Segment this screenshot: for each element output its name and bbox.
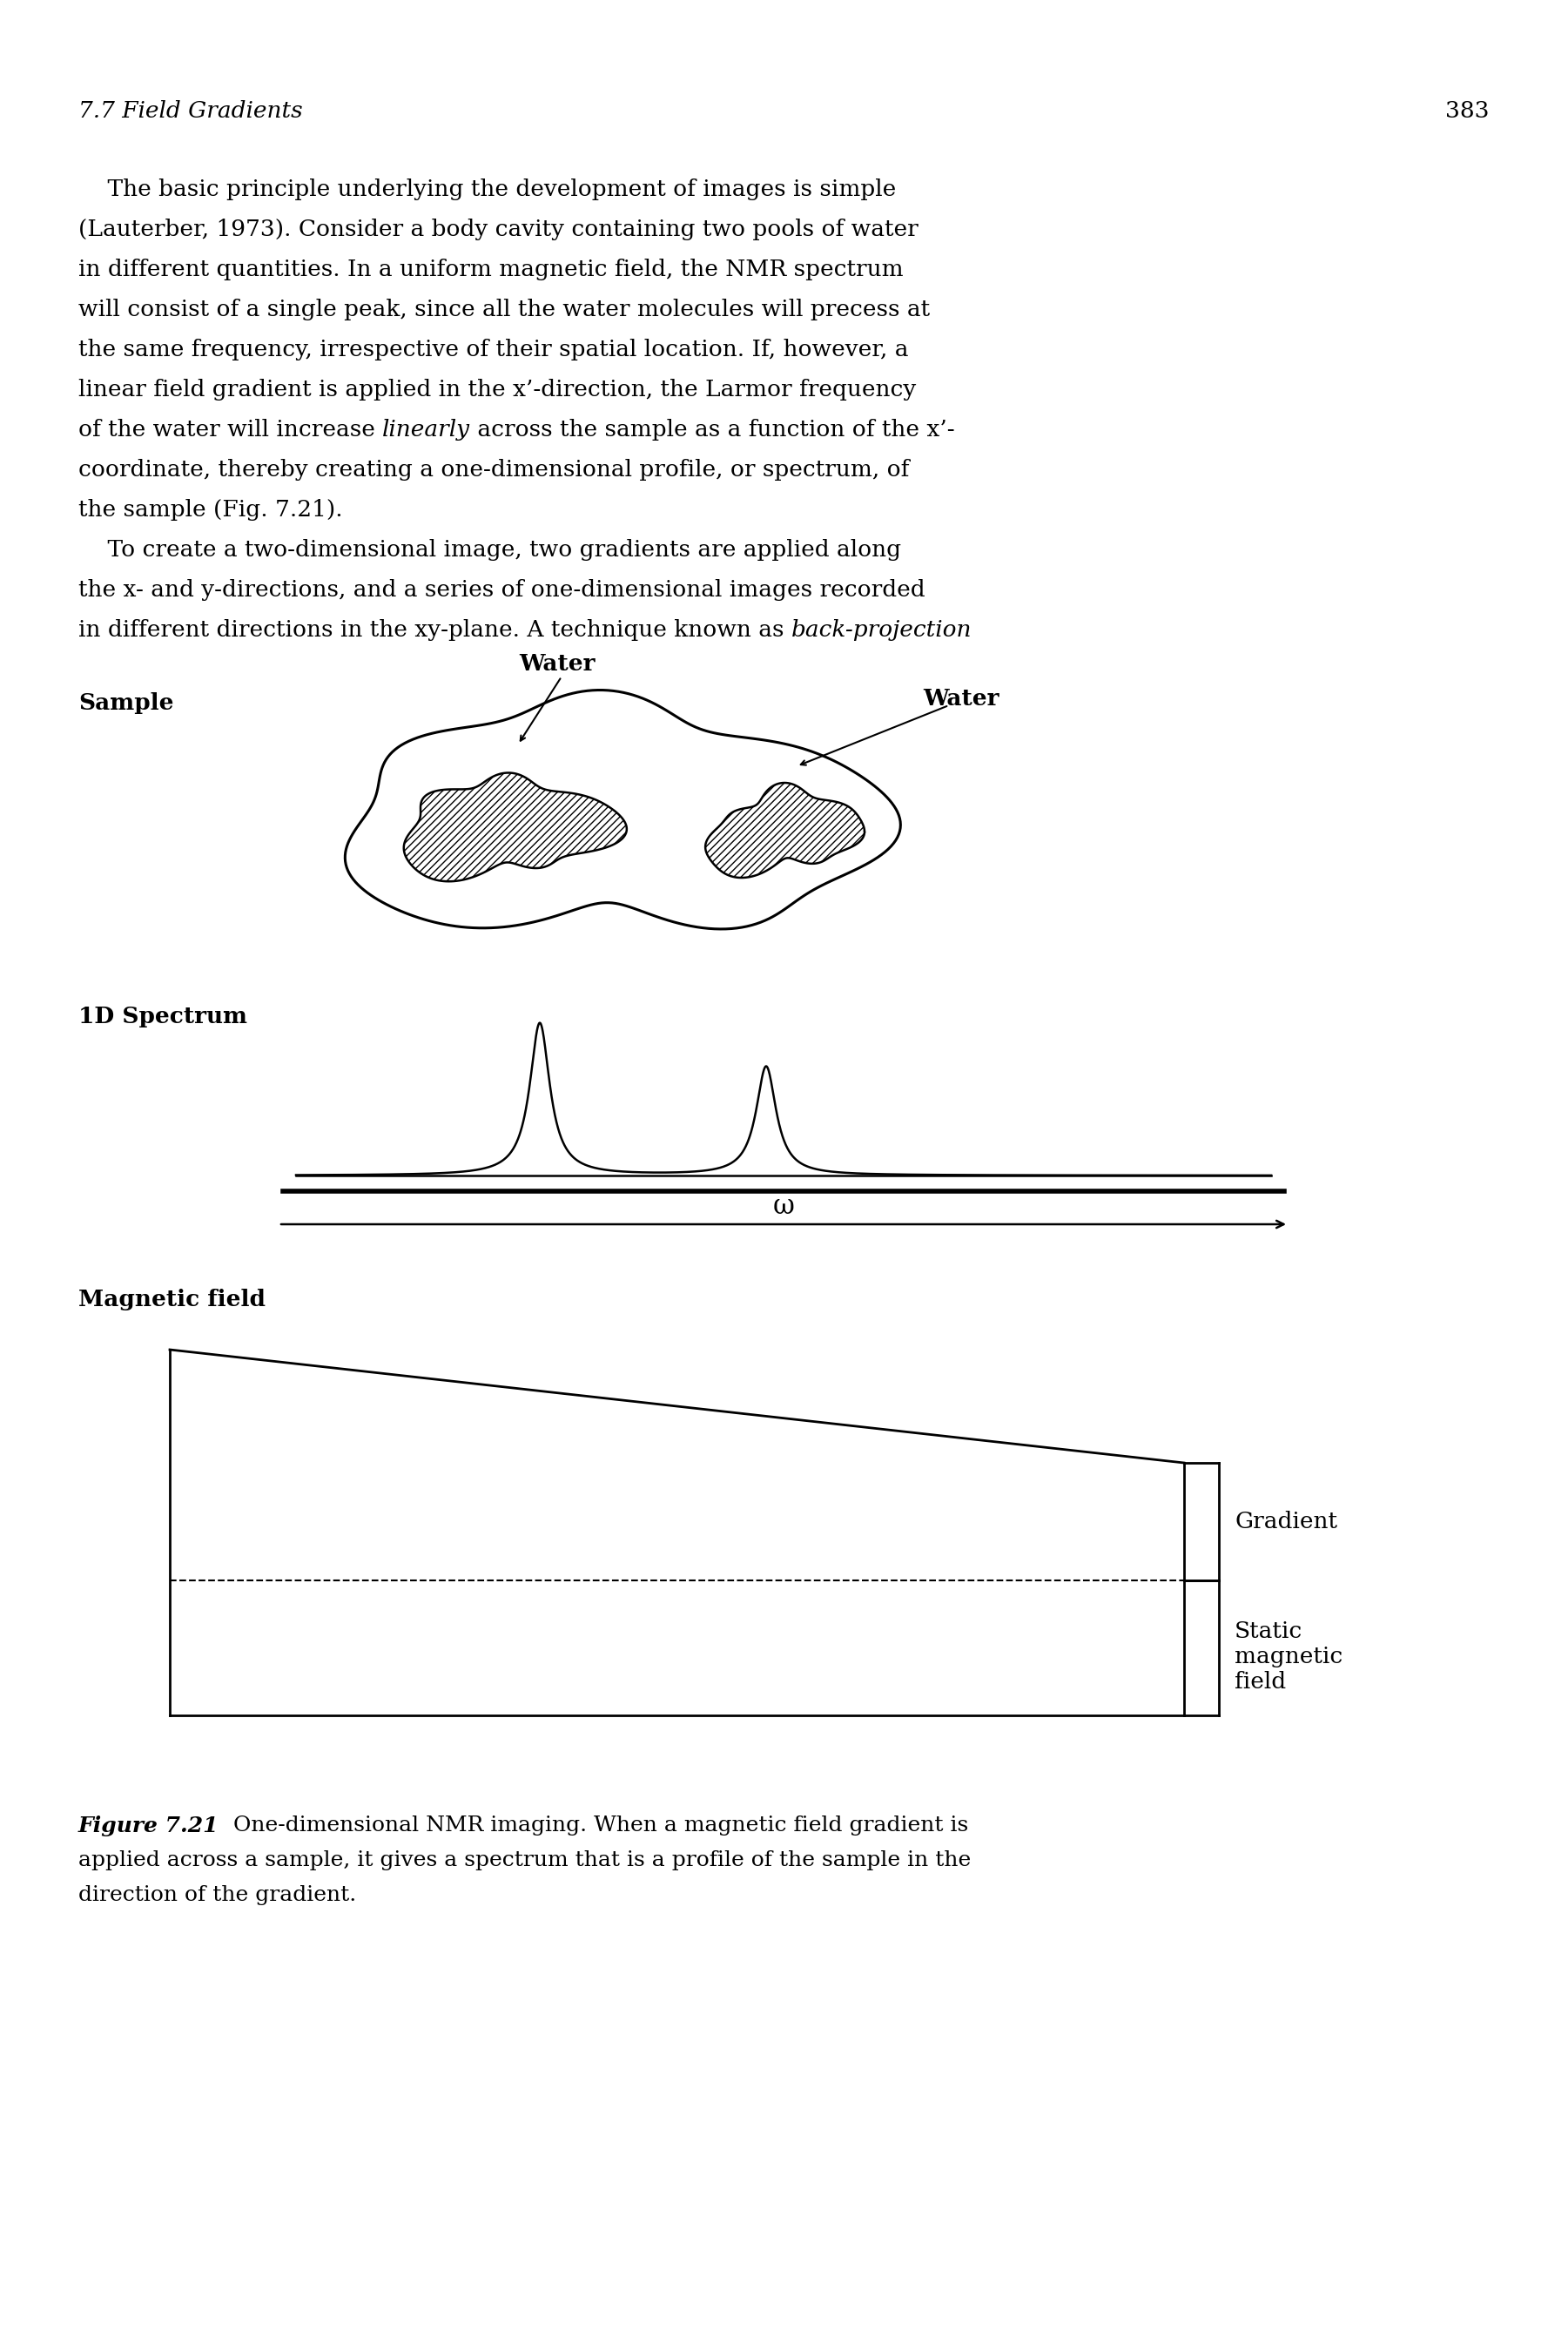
- Text: the sample (Fig. 7.21).: the sample (Fig. 7.21).: [78, 498, 343, 520]
- Text: direction of the gradient.: direction of the gradient.: [78, 1886, 356, 1904]
- Text: applied across a sample, it gives a spectrum that is a profile of the sample in : applied across a sample, it gives a spec…: [78, 1850, 971, 1871]
- Polygon shape: [169, 1349, 1184, 1716]
- Polygon shape: [405, 773, 627, 882]
- Text: Static
magnetic
field: Static magnetic field: [1234, 1620, 1342, 1693]
- Text: Gradient: Gradient: [1234, 1512, 1338, 1533]
- Text: linear field gradient is applied in the x’-direction, the Larmor frequency: linear field gradient is applied in the …: [78, 379, 916, 400]
- Text: coordinate, thereby creating a one-dimensional profile, or spectrum, of: coordinate, thereby creating a one-dimen…: [78, 458, 909, 480]
- Text: 1D Spectrum: 1D Spectrum: [78, 1006, 248, 1027]
- Text: ω: ω: [773, 1192, 795, 1220]
- Text: Magnetic field: Magnetic field: [78, 1288, 265, 1310]
- Text: of the water will increase: of the water will increase: [78, 418, 383, 440]
- Polygon shape: [345, 691, 900, 929]
- Text: in different quantities. In a uniform magnetic field, the NMR spectrum: in different quantities. In a uniform ma…: [78, 259, 903, 280]
- Text: linearly: linearly: [383, 418, 470, 440]
- Text: Figure 7.21: Figure 7.21: [78, 1815, 220, 1836]
- Text: the x- and y-directions, and a series of one-dimensional images recorded: the x- and y-directions, and a series of…: [78, 578, 925, 602]
- Polygon shape: [706, 783, 864, 877]
- Text: One-dimensional NMR imaging. When a magnetic field gradient is: One-dimensional NMR imaging. When a magn…: [220, 1815, 967, 1836]
- Text: Water: Water: [519, 654, 596, 675]
- Text: across the sample as a function of the x’-: across the sample as a function of the x…: [470, 418, 955, 440]
- Text: To create a two-dimensional image, two gradients are applied along: To create a two-dimensional image, two g…: [78, 538, 902, 562]
- Text: the same frequency, irrespective of their spatial location. If, however, a: the same frequency, irrespective of thei…: [78, 339, 908, 360]
- Text: back-projection: back-projection: [792, 618, 972, 642]
- Text: (Lauterber, 1973). Consider a body cavity containing two pools of water: (Lauterber, 1973). Consider a body cavit…: [78, 219, 919, 240]
- Text: 7.7 Field Gradients: 7.7 Field Gradients: [78, 101, 303, 122]
- Text: Water: Water: [924, 689, 999, 710]
- Text: in different directions in the xy-plane. A technique known as: in different directions in the xy-plane.…: [78, 618, 792, 642]
- Text: will consist of a single peak, since all the water molecules will precess at: will consist of a single peak, since all…: [78, 299, 930, 320]
- Text: Sample: Sample: [78, 691, 174, 715]
- Text: 383: 383: [1444, 101, 1488, 122]
- Text: The basic principle underlying the development of images is simple: The basic principle underlying the devel…: [78, 179, 895, 200]
